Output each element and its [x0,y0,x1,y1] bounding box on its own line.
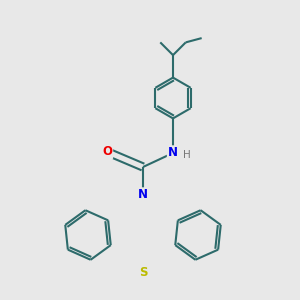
Text: S: S [139,266,147,278]
Text: H: H [183,150,190,161]
Text: O: O [102,145,112,158]
Text: N: N [168,146,178,160]
Text: N: N [138,188,148,202]
